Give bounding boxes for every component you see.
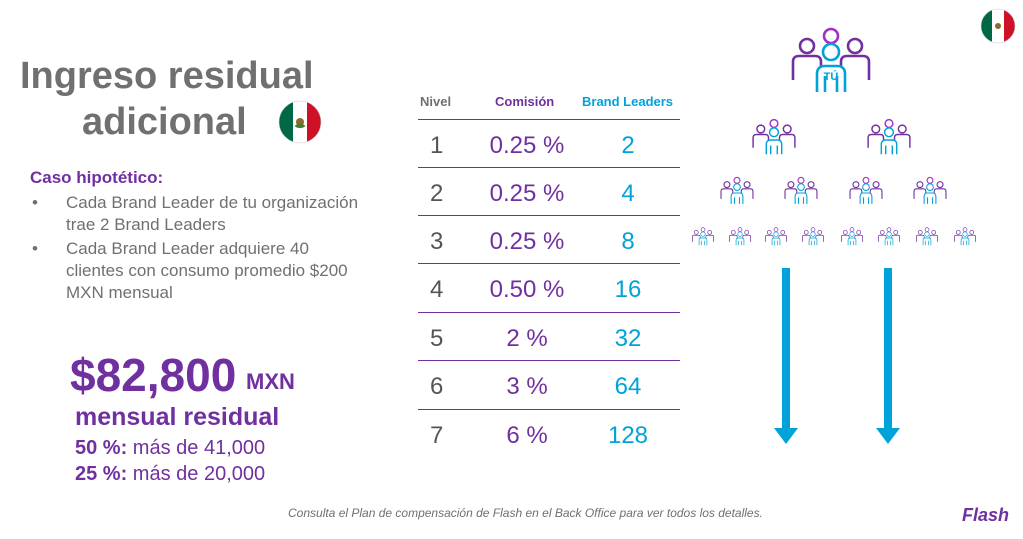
cell-nivel: 1 (430, 132, 444, 159)
cell-comision: 0.25 % (489, 132, 565, 159)
down-arrow-icon (774, 428, 798, 444)
table-row: 1 0.25 % 2 (418, 119, 680, 166)
footer-note: Consulta el Plan de compensación de Flas… (288, 506, 763, 520)
cell-nivel: 7 (430, 422, 444, 449)
people-group-icon (840, 227, 864, 246)
bullet-marker: • (32, 239, 38, 258)
people-group-icon: TÚ (791, 27, 871, 92)
cell-brand-leaders: 2 (621, 132, 635, 159)
people-group-icon (691, 227, 715, 246)
people-group-icon (801, 227, 825, 246)
pct-value: 25 %: (75, 463, 128, 485)
caso-bullet: • Cada Brand Leader de tu organización t… (30, 192, 360, 236)
header-nivel: Nivel (420, 94, 452, 109)
header-brand-leaders: Brand Leaders (582, 94, 674, 109)
title-line-1: Ingreso residual (20, 55, 314, 97)
cell-comision: 0.25 % (489, 180, 565, 207)
mexico-flag-icon (278, 100, 322, 144)
flash-logo: Flash (962, 505, 1010, 525)
cell-nivel: 4 (430, 276, 444, 303)
table-row: 3 0.25 % 8 (418, 215, 680, 262)
cell-brand-leaders: 16 (614, 276, 642, 303)
cell-brand-leaders: 4 (621, 180, 635, 207)
income-currency: MXN (246, 369, 295, 394)
people-group-icon (913, 176, 947, 204)
cell-nivel: 5 (430, 325, 444, 352)
people-group-icon (728, 227, 752, 246)
cell-nivel: 3 (430, 228, 444, 255)
income-label: mensual residual (75, 403, 280, 431)
you-label: TÚ (824, 70, 839, 83)
cell-nivel: 2 (430, 180, 444, 207)
pct-value: 50 %: (75, 437, 128, 459)
table-row: 6 3 % 64 (418, 360, 680, 407)
cell-brand-leaders: 8 (621, 228, 635, 255)
people-group-icon (849, 176, 883, 204)
down-arrow-icon (782, 268, 790, 428)
people-group-icon (752, 118, 796, 155)
cell-brand-leaders: 32 (614, 325, 642, 352)
income-amount: $82,800 (70, 349, 237, 401)
cell-nivel: 6 (430, 373, 444, 400)
caso-bullet-list: • Cada Brand Leader de tu organización t… (30, 192, 360, 306)
cell-comision: 0.50 % (489, 276, 565, 303)
table-row: 7 6 % 128 (418, 409, 680, 456)
people-group-icon (953, 227, 977, 246)
people-group-icon (867, 118, 911, 155)
people-group-icon (720, 176, 754, 204)
caso-heading: Caso hipotético: (30, 168, 164, 187)
mexico-flag-icon (980, 8, 1016, 44)
cell-comision: 2 % (506, 325, 548, 352)
income-line-50: 50 %: más de 41,000 (75, 437, 265, 460)
cell-comision: 6 % (506, 422, 548, 449)
income-line-25: 25 %: más de 20,000 (75, 463, 265, 486)
cell-comision: 3 % (506, 373, 548, 400)
bullet-text: Cada Brand Leader de tu organización tra… (66, 193, 359, 234)
people-group-icon (877, 227, 901, 246)
pct-text: más de 41,000 (127, 437, 266, 459)
title-line-2: adicional (82, 101, 247, 143)
pct-text: más de 20,000 (127, 463, 266, 485)
table-row: 2 0.25 % 4 (418, 167, 680, 214)
cell-brand-leaders: 128 (607, 422, 649, 449)
cell-brand-leaders: 64 (614, 373, 642, 400)
bullet-marker: • (32, 193, 38, 212)
caso-bullet: • Cada Brand Leader adquiere 40 clientes… (30, 238, 360, 304)
people-group-icon (784, 176, 818, 204)
header-comision: Comisión (495, 94, 555, 109)
bullet-text: Cada Brand Leader adquiere 40 clientes c… (66, 239, 348, 302)
people-group-icon (915, 227, 939, 246)
table-row: 5 2 % 32 (418, 312, 680, 359)
table-row: 4 0.50 % 16 (418, 263, 680, 310)
down-arrow-icon (884, 268, 892, 428)
cell-comision: 0.25 % (489, 228, 565, 255)
people-group-icon (764, 227, 788, 246)
down-arrow-icon (876, 428, 900, 444)
